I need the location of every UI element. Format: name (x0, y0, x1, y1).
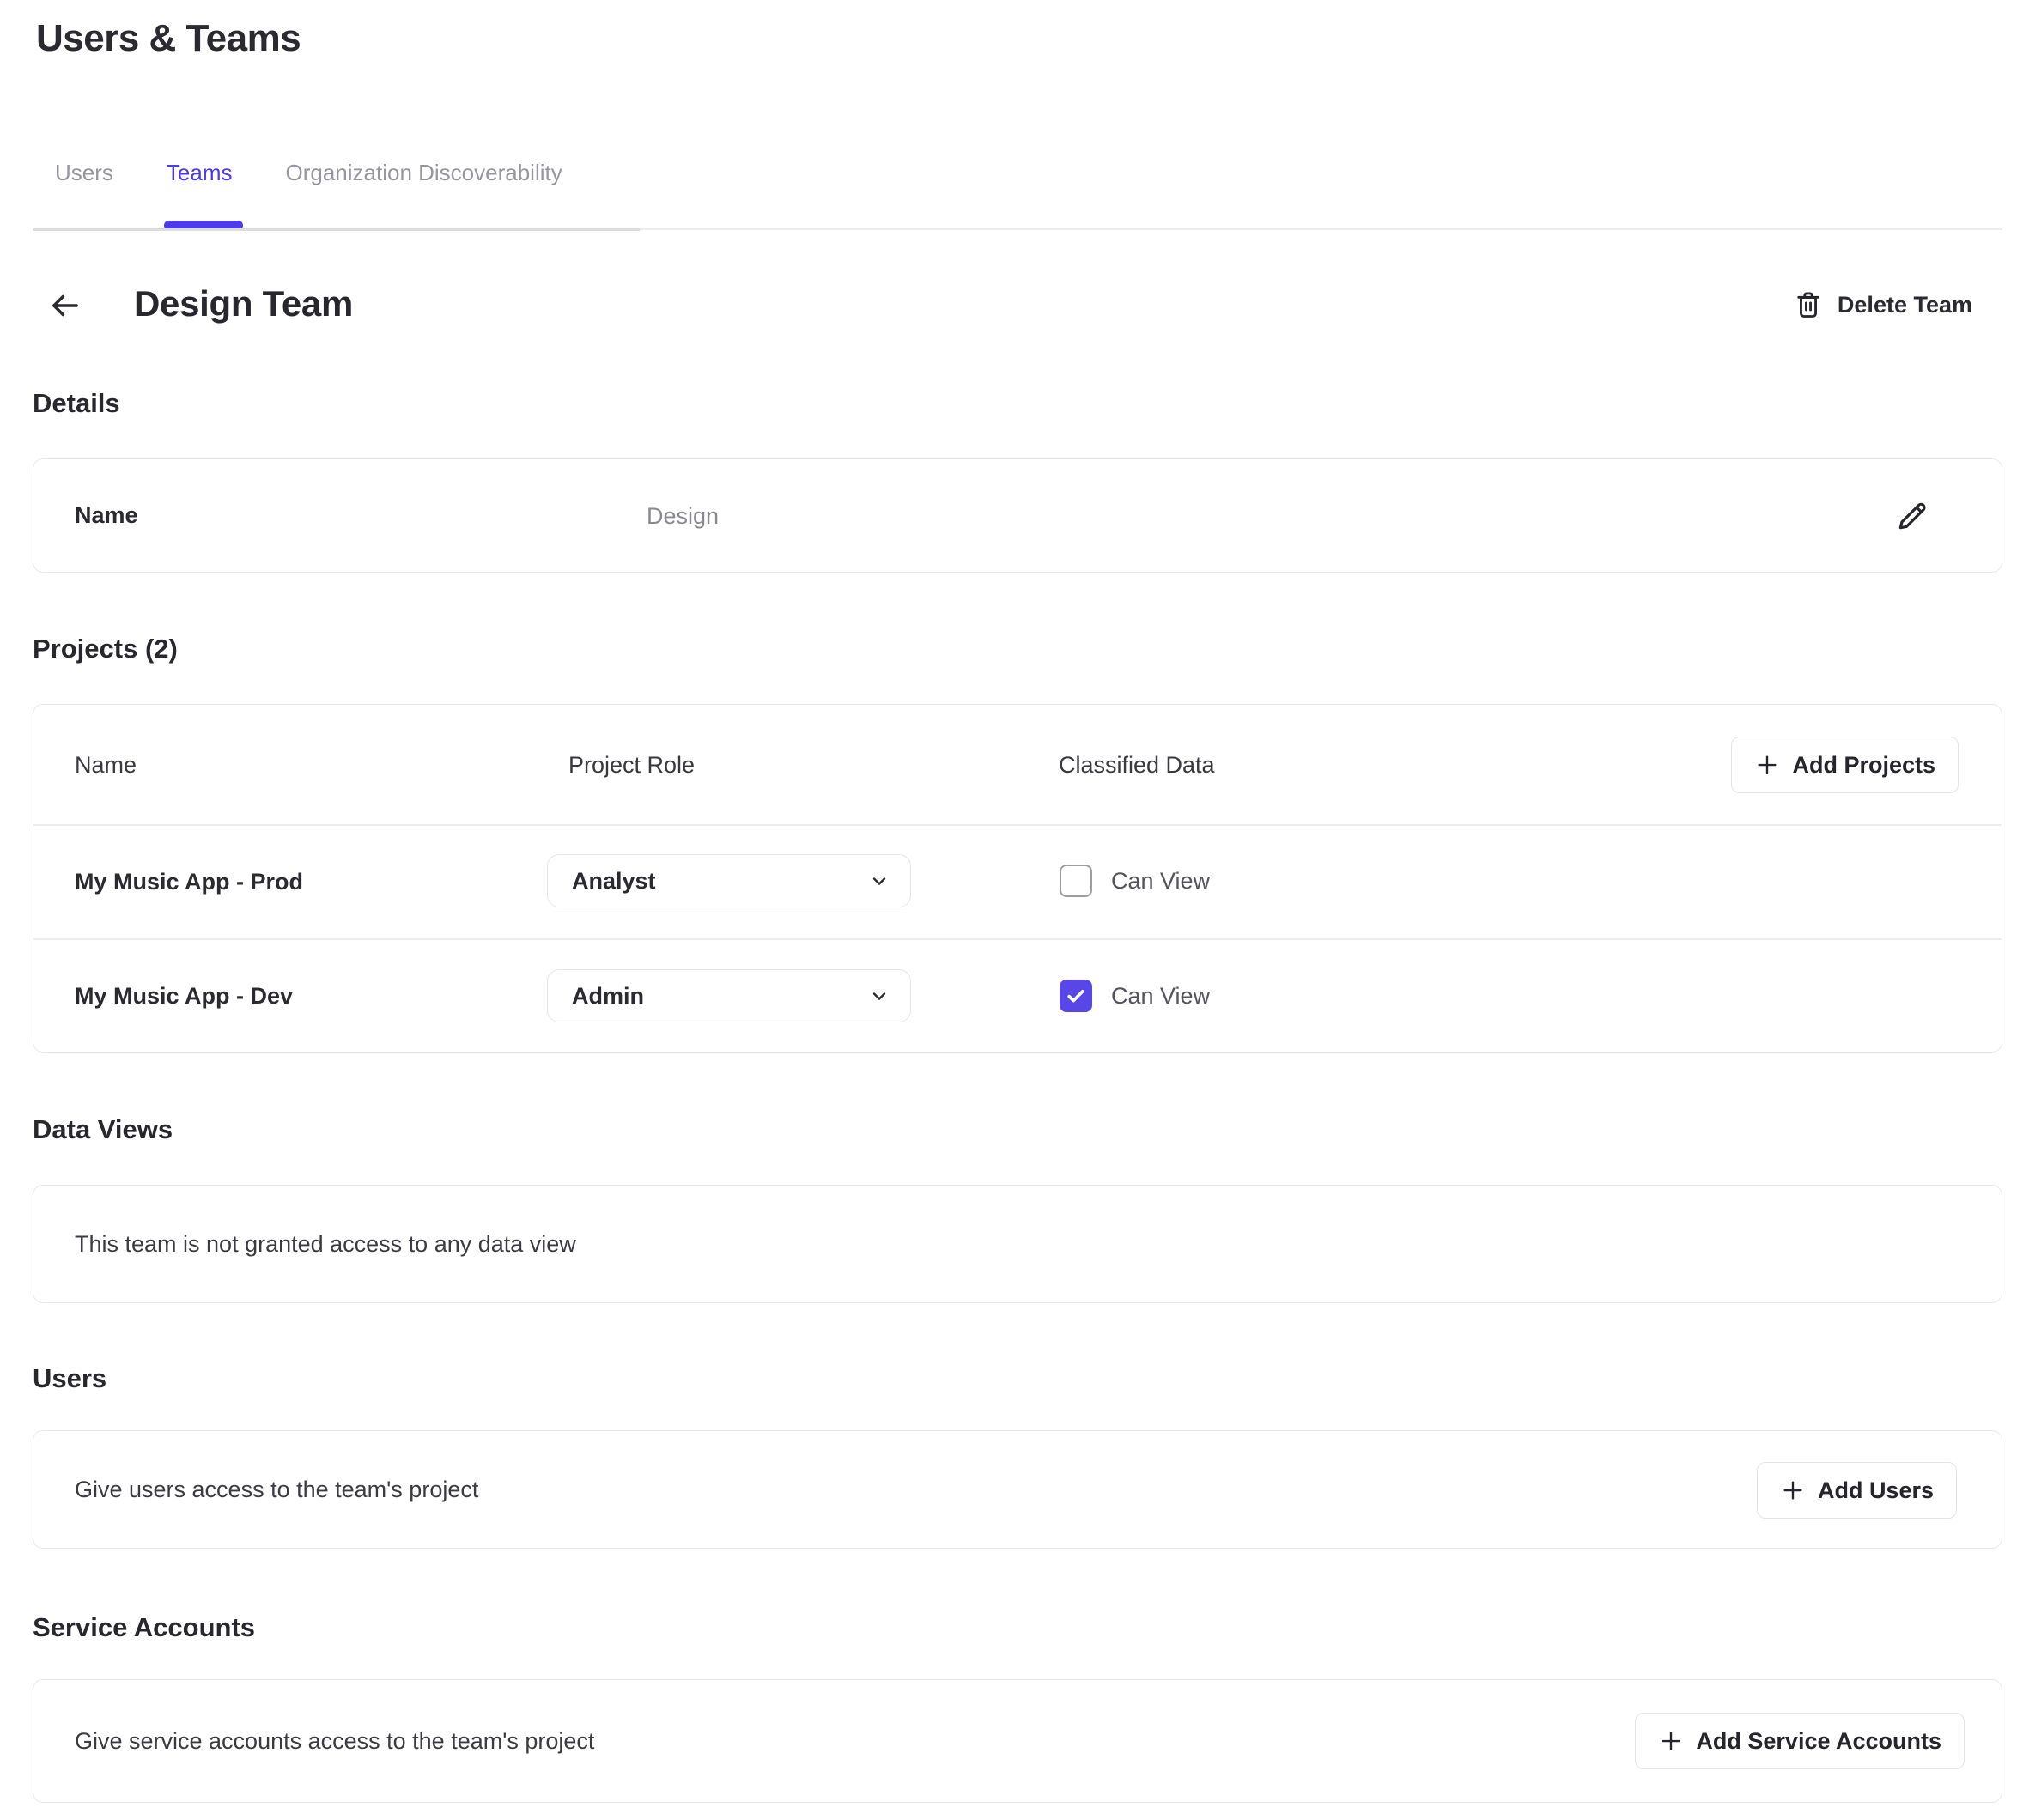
tabbar-divider (33, 228, 640, 231)
add-users-button[interactable]: Add Users (1756, 1462, 1957, 1519)
project-role-select[interactable]: Analyst (547, 854, 911, 907)
column-header-classified-data: Classified Data (1059, 752, 1215, 778)
add-projects-button[interactable]: Add Projects (1731, 737, 1959, 793)
add-service-accounts-label: Add Service Accounts (1696, 1727, 1941, 1754)
edit-name-button[interactable] (1892, 495, 1933, 537)
project-name: My Music App - Prod (75, 869, 304, 895)
project-role-select[interactable]: Admin (547, 969, 911, 1022)
team-title: Design Team (134, 283, 353, 324)
can-view-checkbox[interactable] (1060, 864, 1092, 897)
trash-icon (1793, 289, 1824, 320)
page-title: Users & Teams (36, 17, 301, 59)
can-view-label: Can View (1111, 867, 1211, 894)
service-accounts-heading: Service Accounts (33, 1612, 256, 1642)
classified-data-cell: Can View (1060, 980, 1210, 1012)
row-divider (33, 938, 2002, 940)
plus-icon (1658, 1728, 1684, 1754)
add-users-label: Add Users (1817, 1477, 1934, 1503)
chevron-down-icon (869, 871, 890, 891)
data-views-heading: Data Views (33, 1114, 173, 1144)
project-row-dev: My Music App - Dev Admin Can View (33, 938, 2002, 1053)
service-accounts-card: Give service accounts access to the team… (33, 1679, 2002, 1803)
data-views-card: This team is not granted access to any d… (33, 1185, 2002, 1303)
name-value: Design (647, 503, 720, 529)
users-card: Give users access to the team's project … (33, 1430, 2002, 1549)
arrow-left-icon (47, 288, 83, 324)
project-name: My Music App - Dev (75, 983, 294, 1009)
checkmark-icon (1067, 989, 1084, 1003)
column-header-project-role: Project Role (568, 752, 696, 778)
add-service-accounts-button[interactable]: Add Service Accounts (1635, 1713, 1965, 1769)
row-divider (33, 824, 2002, 826)
content-divider (640, 228, 2002, 230)
column-header-name: Name (75, 752, 137, 778)
project-role-value: Admin (572, 982, 644, 1009)
plus-icon (1780, 1477, 1806, 1503)
tab-bar: Users Teams Organization Discoverability (55, 160, 562, 186)
data-views-empty-text: This team is not granted access to any d… (75, 1231, 576, 1257)
tab-teams[interactable]: Teams (166, 160, 233, 185)
active-tab-indicator (164, 221, 243, 230)
details-heading: Details (33, 388, 120, 418)
tab-organization-discoverability[interactable]: Organization Discoverability (285, 160, 562, 185)
users-heading: Users (33, 1363, 107, 1393)
chevron-down-icon (869, 986, 890, 1006)
delete-team-button[interactable]: Delete Team (1793, 283, 1972, 326)
name-label: Name (75, 502, 138, 528)
tab-users[interactable]: Users (55, 160, 113, 185)
projects-table: Name Project Role Classified Data Add Pr… (33, 704, 2002, 1053)
details-card: Name Design (33, 458, 2002, 573)
classified-data-cell: Can View (1060, 864, 1210, 897)
can-view-label: Can View (1111, 982, 1211, 1009)
project-row-prod: My Music App - Prod Analyst Can View (33, 824, 2002, 938)
delete-team-label: Delete Team (1837, 291, 1972, 318)
plus-icon (1754, 752, 1780, 778)
service-accounts-description: Give service accounts access to the team… (75, 1728, 595, 1754)
project-role-value: Analyst (572, 867, 656, 894)
pencil-icon (1894, 498, 1930, 534)
projects-header-row: Name Project Role Classified Data Add Pr… (33, 705, 2002, 824)
users-description: Give users access to the team's project (75, 1477, 479, 1502)
can-view-checkbox[interactable] (1060, 980, 1092, 1012)
projects-heading: Projects (2) (33, 634, 178, 664)
back-button[interactable] (45, 285, 86, 326)
add-projects-label: Add Projects (1792, 751, 1935, 778)
